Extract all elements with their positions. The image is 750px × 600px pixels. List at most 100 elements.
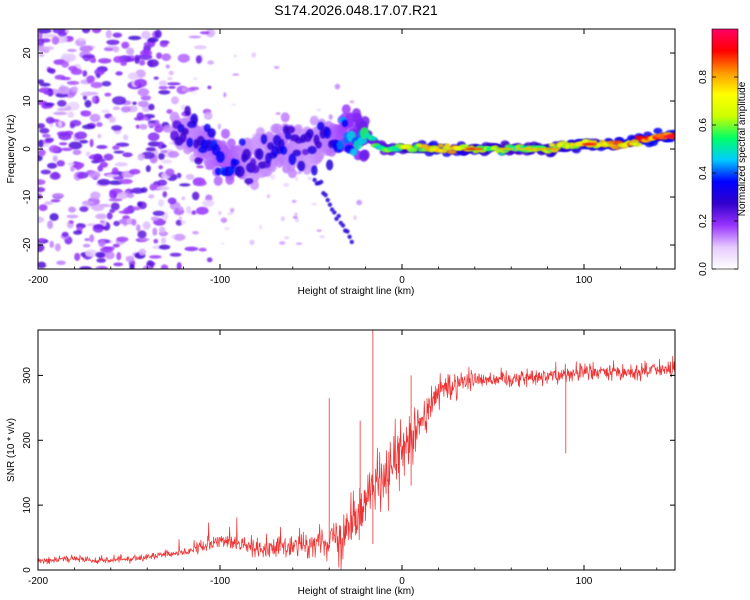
heatmap-noise-cell xyxy=(192,191,200,201)
heatmap-noise-cell xyxy=(115,142,130,147)
heatmap-noise-cell xyxy=(157,199,165,207)
heatmap-noise-cell xyxy=(81,200,95,206)
heatmap-noise-cell xyxy=(152,210,165,216)
heatmap-signal-peak xyxy=(663,134,675,138)
heatmap-noise-cell xyxy=(198,247,207,252)
heatmap-noise-cell xyxy=(295,176,299,182)
heatmap-noise-cell xyxy=(99,161,108,168)
heatmap-noise-cell xyxy=(43,34,57,38)
heatmap-noise-cell xyxy=(104,92,112,97)
heatmap-signal-cell xyxy=(611,145,621,150)
heatmap-noise-cell xyxy=(82,70,88,77)
heatmap-noise-cell xyxy=(113,150,125,154)
heatmap-noise-cell xyxy=(74,131,88,140)
heatmap-signal-cell xyxy=(284,132,292,140)
heatmap-noise-cell xyxy=(120,106,131,113)
heatmap-noise-cell xyxy=(141,187,148,193)
heatmap-noise-cell xyxy=(139,59,146,66)
heatmap-noise-cell xyxy=(131,187,145,194)
heatmap-noise-cell xyxy=(105,30,113,39)
heatmap-noise-cell xyxy=(38,238,45,243)
heatmap-noise-cell xyxy=(158,80,168,87)
heatmap-noise-cell xyxy=(82,124,95,130)
heatmap-noise-cell xyxy=(84,249,98,258)
heatmap-noise-cell xyxy=(178,206,184,211)
heatmap-noise-cell xyxy=(58,85,70,95)
heatmap-noise-cell xyxy=(284,236,290,240)
heatmap-noise-cell xyxy=(161,237,166,244)
heatmap-noise-cell xyxy=(96,258,107,263)
heatmap-noise-cell xyxy=(270,174,275,180)
heatmap-noise-cell xyxy=(199,31,210,35)
heatmap-noise-cell xyxy=(104,251,115,260)
heatmap-noise-cell xyxy=(68,162,75,167)
spectrogram-x-axis: -200 -100 0 100 xyxy=(28,29,658,286)
heatmap-noise-cell xyxy=(38,261,47,269)
heatmap-noise-cell xyxy=(295,242,303,245)
heatmap-signal-peak xyxy=(545,147,561,151)
heatmap-signal-cell xyxy=(307,146,317,154)
heatmap-signal-cell xyxy=(319,179,324,185)
heatmap-signal-cell xyxy=(184,105,191,116)
heatmap-noise-cell xyxy=(128,35,142,41)
heatmap-signal-peak xyxy=(581,142,597,146)
colorbar-tick-label: 0.8 xyxy=(698,70,709,84)
heatmap-noise-cell xyxy=(139,124,148,130)
heatmap-noise-cell xyxy=(40,169,51,175)
heatmap-noise-cell xyxy=(68,141,83,150)
heatmap-signal-cell xyxy=(285,126,295,134)
heatmap-noise-cell xyxy=(90,81,103,89)
colorbar-ticks: 0.0 0.2 0.4 0.6 0.8 xyxy=(698,70,738,276)
heatmap-noise-cell xyxy=(149,255,162,259)
heatmap-noise-cell xyxy=(79,206,89,213)
heatmap-noise-cell xyxy=(113,220,120,227)
heatmap-noise-cell xyxy=(106,212,113,220)
heatmap-noise-cell xyxy=(42,46,55,50)
heatmap-noise-cell xyxy=(149,183,156,191)
heatmap-noise-cell xyxy=(72,149,82,155)
heatmap-signal-cell xyxy=(207,128,216,138)
heatmap-noise-cell xyxy=(57,100,67,107)
heatmap-signal-cell xyxy=(302,148,309,156)
heatmap-signal-peak xyxy=(471,147,484,151)
heatmap-noise-cell xyxy=(160,150,168,154)
heatmap-signal-halo xyxy=(360,149,370,160)
heatmap-noise-cell xyxy=(280,216,285,222)
heatmap-noise-cell xyxy=(233,54,238,58)
heatmap-noise-cell xyxy=(126,47,135,56)
heatmap-noise-cell xyxy=(71,86,79,93)
heatmap-noise-cell xyxy=(43,90,52,95)
heatmap-noise-cell xyxy=(58,132,72,141)
colorbar-tick-label: 0.6 xyxy=(698,118,709,132)
heatmap-noise-cell xyxy=(145,165,151,173)
heatmap-noise-cell xyxy=(193,180,207,187)
heatmap-noise-cell xyxy=(82,243,91,248)
heatmap-noise-cell xyxy=(95,251,106,258)
heatmap-noise-cell xyxy=(161,144,167,148)
heatmap-noise-cell xyxy=(74,161,82,171)
colorbar: 0.0 0.2 0.4 0.6 0.8 Normalized spectral ampl… xyxy=(698,28,748,276)
heatmap-noise-cell xyxy=(49,68,56,74)
heatmap-noise-cell xyxy=(158,90,171,95)
heatmap-noise-cell xyxy=(220,217,228,223)
heatmap-noise-cell xyxy=(224,226,230,231)
heatmap-noise-cell xyxy=(59,142,68,146)
heatmap-noise-cell xyxy=(158,152,165,160)
heatmap-noise-cell xyxy=(54,243,61,252)
heatmap-noise-cell xyxy=(156,52,163,59)
heatmap-noise-cell xyxy=(60,147,73,151)
heatmap-signal-cell xyxy=(288,153,297,165)
heatmap-noise-cell xyxy=(49,172,61,180)
heatmap-noise-cell xyxy=(103,47,114,52)
heatmap-noise-cell xyxy=(53,111,68,116)
heatmap-noise-cell xyxy=(115,71,123,76)
snr-y-tick-label: 200 xyxy=(22,431,33,448)
heatmap-noise-cell xyxy=(116,191,129,199)
heatmap-signal-cell xyxy=(315,141,322,149)
heatmap-noise-cell xyxy=(61,231,69,238)
heatmap-signal-cell xyxy=(630,139,640,144)
heatmap-noise-cell xyxy=(279,241,286,245)
heatmap-noise-cell xyxy=(195,55,202,64)
snr-y-axis: 0 100 200 300 xyxy=(22,367,675,573)
spectrogram-x-tick-label: -200 xyxy=(28,275,48,286)
